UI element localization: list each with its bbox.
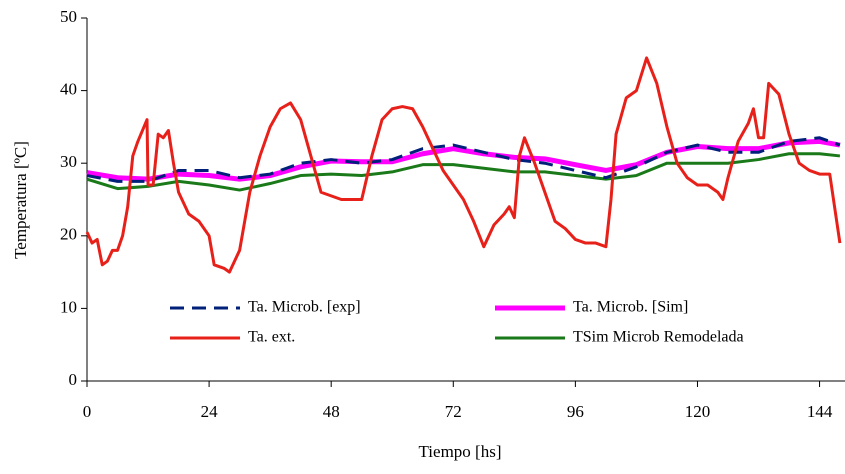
y-tick-label: 20 <box>60 225 77 244</box>
y-axis-label: Temperatura [ºC] <box>11 141 30 259</box>
series-line <box>85 56 842 274</box>
x-tick-label: 96 <box>567 402 584 421</box>
x-tick-label: 120 <box>685 402 711 421</box>
legend-label: TSim Microb Remodelada <box>573 329 744 346</box>
x-tick-label: 24 <box>201 402 219 421</box>
legend-label: Ta. Microb. [Sim] <box>573 299 688 316</box>
y-tick-label: 0 <box>69 370 78 389</box>
y-tick-label: 50 <box>60 7 77 26</box>
x-tick-label: 48 <box>323 402 340 421</box>
legend-label: Ta. ext. <box>248 329 295 346</box>
y-tick-label: 30 <box>60 152 77 171</box>
y-tick-label: 40 <box>60 80 77 99</box>
series-line <box>86 138 841 182</box>
y-tick-label: 10 <box>60 297 77 316</box>
x-tick-label: 72 <box>445 402 462 421</box>
series-line <box>86 152 841 192</box>
x-tick-label: 144 <box>807 402 833 421</box>
x-axis-label: Tiempo [hs] <box>419 442 502 461</box>
x-tick-label: 0 <box>83 402 92 421</box>
legend-label: Ta. Microb. [exp] <box>248 299 361 316</box>
